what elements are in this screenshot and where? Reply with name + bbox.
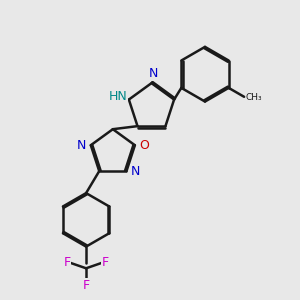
Text: F: F [102, 256, 109, 269]
Text: O: O [140, 139, 149, 152]
Text: N: N [148, 67, 158, 80]
Text: F: F [82, 279, 90, 292]
Text: F: F [64, 256, 70, 269]
Text: N: N [131, 165, 140, 178]
Text: N: N [77, 139, 86, 152]
Text: HN: HN [109, 90, 128, 103]
Text: CH₃: CH₃ [246, 93, 262, 102]
